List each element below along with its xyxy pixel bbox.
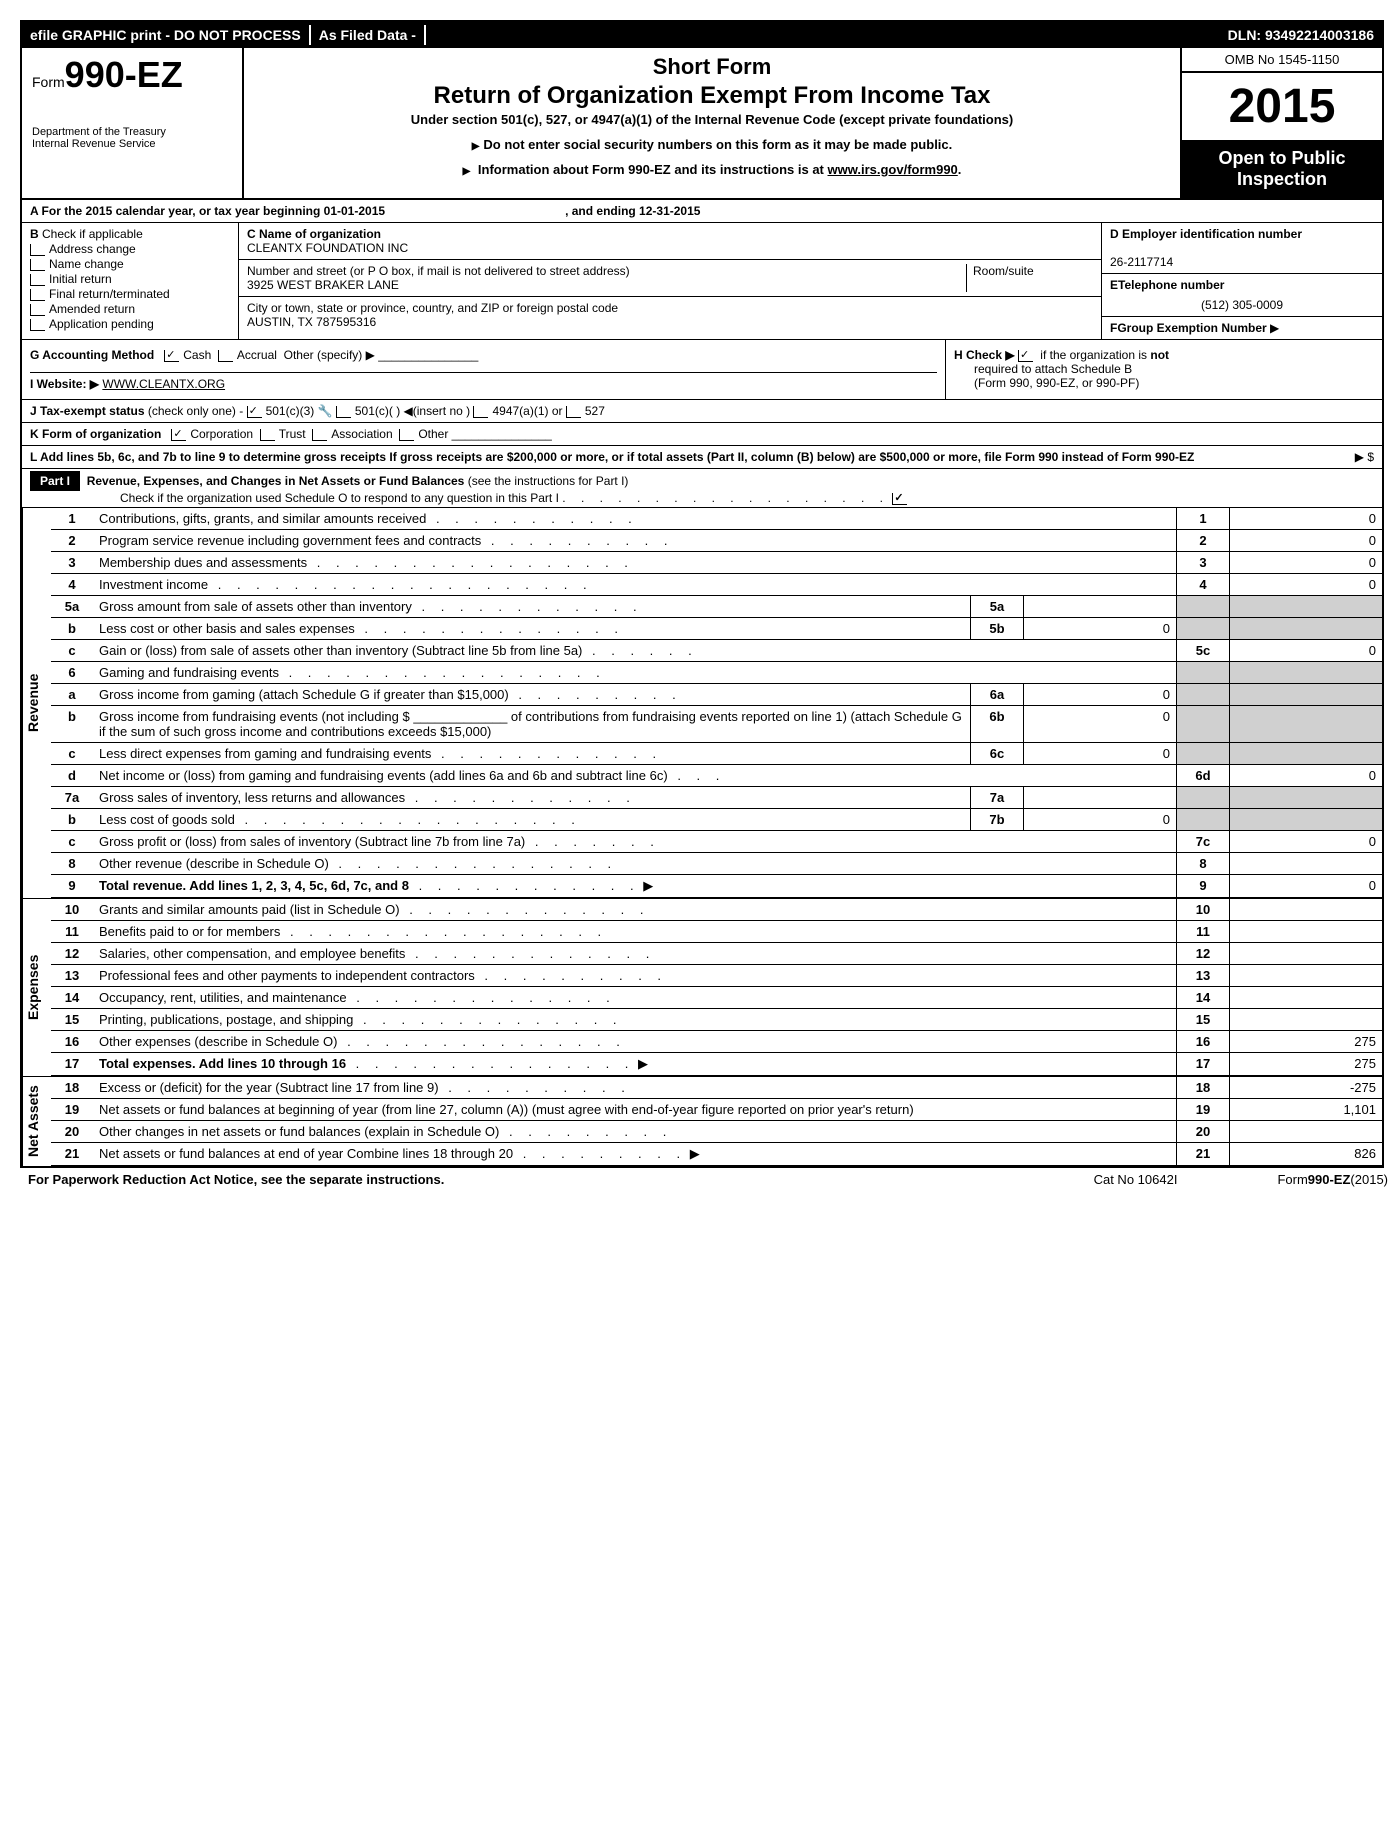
cb-amended-return[interactable] xyxy=(30,304,45,316)
cb-501c[interactable] xyxy=(336,406,351,418)
line-row: dNet income or (loss) from gaming and fu… xyxy=(51,765,1382,787)
section-j: J Tax-exempt status (check only one) - 5… xyxy=(22,400,1382,423)
top-bar: efile GRAPHIC print - DO NOT PROCESS As … xyxy=(22,22,1382,48)
cb-initial-return[interactable] xyxy=(30,274,45,286)
line-row: cGross profit or (loss) from sales of in… xyxy=(51,831,1382,853)
line-row: 16Other expenses (describe in Schedule O… xyxy=(51,1031,1382,1053)
subtitle: Under section 501(c), 527, or 4947(a)(1)… xyxy=(254,112,1170,127)
line-row: 3Membership dues and assessments . . . .… xyxy=(51,552,1382,574)
header-center: Short Form Return of Organization Exempt… xyxy=(244,48,1180,198)
cb-application-pending[interactable] xyxy=(30,319,45,331)
notice-ssn: Do not enter social security numbers on … xyxy=(254,137,1170,152)
section-b: B Check if applicable Address change Nam… xyxy=(22,223,239,339)
cb-corporation[interactable] xyxy=(171,429,186,441)
netassets-section: Net Assets 18Excess or (deficit) for the… xyxy=(22,1076,1382,1166)
line-row: 2Program service revenue including gover… xyxy=(51,530,1382,552)
omb-number: OMB No 1545-1150 xyxy=(1182,48,1382,73)
expenses-section: Expenses 10Grants and similar amounts pa… xyxy=(22,898,1382,1076)
expenses-table: 10Grants and similar amounts paid (list … xyxy=(51,899,1382,1076)
line-row: 11Benefits paid to or for members . . . … xyxy=(51,921,1382,943)
line-row: cLess direct expenses from gaming and fu… xyxy=(51,743,1382,765)
line-row: 17Total expenses. Add lines 10 through 1… xyxy=(51,1053,1382,1076)
revenue-section: Revenue 1Contributions, gifts, grants, a… xyxy=(22,508,1382,898)
open-public: Open to Public Inspection xyxy=(1182,140,1382,198)
website-link[interactable]: WWW.CLEANTX.ORG xyxy=(102,377,225,391)
section-h: H Check ▶ if the organization is not req… xyxy=(945,340,1382,399)
section-a: A For the 2015 calendar year, or tax yea… xyxy=(22,200,1382,223)
notice-info: Information about Form 990-EZ and its in… xyxy=(254,162,1170,177)
line-row: 10Grants and similar amounts paid (list … xyxy=(51,899,1382,921)
cb-association[interactable] xyxy=(312,429,327,441)
street-address: 3925 WEST BRAKER LANE xyxy=(247,278,399,292)
line-row: 19Net assets or fund balances at beginni… xyxy=(51,1099,1382,1121)
footer: For Paperwork Reduction Act Notice, see … xyxy=(20,1168,1396,1191)
cb-cash[interactable] xyxy=(164,350,179,362)
netassets-label: Net Assets xyxy=(22,1077,51,1166)
line-row: 21Net assets or fund balances at end of … xyxy=(51,1143,1382,1166)
line-row: 4Investment income . . . . . . . . . . .… xyxy=(51,574,1382,596)
section-c: C Name of organization CLEANTX FOUNDATIO… xyxy=(239,223,1101,339)
top-bar-left: efile GRAPHIC print - DO NOT PROCESS xyxy=(22,25,311,45)
line-row: bLess cost of goods sold . . . . . . . .… xyxy=(51,809,1382,831)
return-title: Return of Organization Exempt From Incom… xyxy=(254,82,1170,110)
section-g-h: G Accounting Method Cash Accrual Other (… xyxy=(22,340,1382,400)
dept-treasury: Department of the Treasury xyxy=(32,126,232,138)
irs: Internal Revenue Service xyxy=(32,138,232,150)
meta-block: B Check if applicable Address change Nam… xyxy=(22,223,1382,340)
cb-527[interactable] xyxy=(566,406,581,418)
line-row: 18Excess or (deficit) for the year (Subt… xyxy=(51,1077,1382,1099)
line-row: 15Printing, publications, postage, and s… xyxy=(51,1009,1382,1031)
line-row: aGross income from gaming (attach Schedu… xyxy=(51,684,1382,706)
form-990ez: efile GRAPHIC print - DO NOT PROCESS As … xyxy=(20,20,1384,1168)
line-row: 9Total revenue. Add lines 1, 2, 3, 4, 5c… xyxy=(51,875,1382,898)
ein: 26-2117714 xyxy=(1110,255,1173,269)
line-row: 12Salaries, other compensation, and empl… xyxy=(51,943,1382,965)
line-row: 13Professional fees and other payments t… xyxy=(51,965,1382,987)
revenue-table: 1Contributions, gifts, grants, and simil… xyxy=(51,508,1382,898)
section-k: K Form of organization Corporation Trust… xyxy=(22,423,1382,446)
cb-final-return[interactable] xyxy=(30,289,45,301)
header-right: OMB No 1545-1150 2015 Open to Public Ins… xyxy=(1180,48,1382,198)
line-row: bLess cost or other basis and sales expe… xyxy=(51,618,1382,640)
cb-schedule-b[interactable] xyxy=(1018,350,1033,362)
line-row: 6Gaming and fundraising events . . . . .… xyxy=(51,662,1382,684)
top-bar-dln: DLN: 93492214003186 xyxy=(1220,25,1382,45)
top-bar-mid: As Filed Data - xyxy=(311,25,426,45)
city-state-zip: AUSTIN, TX 787595316 xyxy=(247,315,376,329)
org-name: CLEANTX FOUNDATION INC xyxy=(247,241,408,255)
line-row: 14Occupancy, rent, utilities, and mainte… xyxy=(51,987,1382,1009)
expenses-label: Expenses xyxy=(22,899,51,1076)
cb-4947[interactable] xyxy=(473,406,488,418)
short-form-label: Short Form xyxy=(254,54,1170,80)
line-row: bGross income from fundraising events (n… xyxy=(51,706,1382,743)
line-row: 8Other revenue (describe in Schedule O) … xyxy=(51,853,1382,875)
cb-501c3[interactable] xyxy=(247,406,262,418)
line-row: 7aGross sales of inventory, less returns… xyxy=(51,787,1382,809)
line-row: 20Other changes in net assets or fund ba… xyxy=(51,1121,1382,1143)
cb-name-change[interactable] xyxy=(30,259,45,271)
cb-accrual[interactable] xyxy=(218,350,233,362)
cb-address-change[interactable] xyxy=(30,244,45,256)
line-row: 5aGross amount from sale of assets other… xyxy=(51,596,1382,618)
revenue-label: Revenue xyxy=(22,508,51,898)
form-prefix: Form xyxy=(32,74,65,90)
header-left: Form990-EZ Department of the Treasury In… xyxy=(22,48,244,198)
header: Form990-EZ Department of the Treasury In… xyxy=(22,48,1382,200)
section-d-e-f: D Employer identification number 26-2117… xyxy=(1101,223,1382,339)
part-i-header: Part I Revenue, Expenses, and Changes in… xyxy=(22,469,1382,508)
cb-other-org[interactable] xyxy=(399,429,414,441)
cb-trust[interactable] xyxy=(260,429,275,441)
irs-link[interactable]: www.irs.gov/form990 xyxy=(828,162,958,177)
cb-schedule-o[interactable] xyxy=(892,493,907,505)
line-row: 1Contributions, gifts, grants, and simil… xyxy=(51,508,1382,530)
section-l: L Add lines 5b, 6c, and 7b to line 9 to … xyxy=(22,446,1382,469)
form-number: 990-EZ xyxy=(65,54,183,95)
phone: (512) 305-0009 xyxy=(1110,298,1374,312)
line-row: cGain or (loss) from sale of assets othe… xyxy=(51,640,1382,662)
tax-year: 2015 xyxy=(1182,73,1382,140)
netassets-table: 18Excess or (deficit) for the year (Subt… xyxy=(51,1077,1382,1166)
